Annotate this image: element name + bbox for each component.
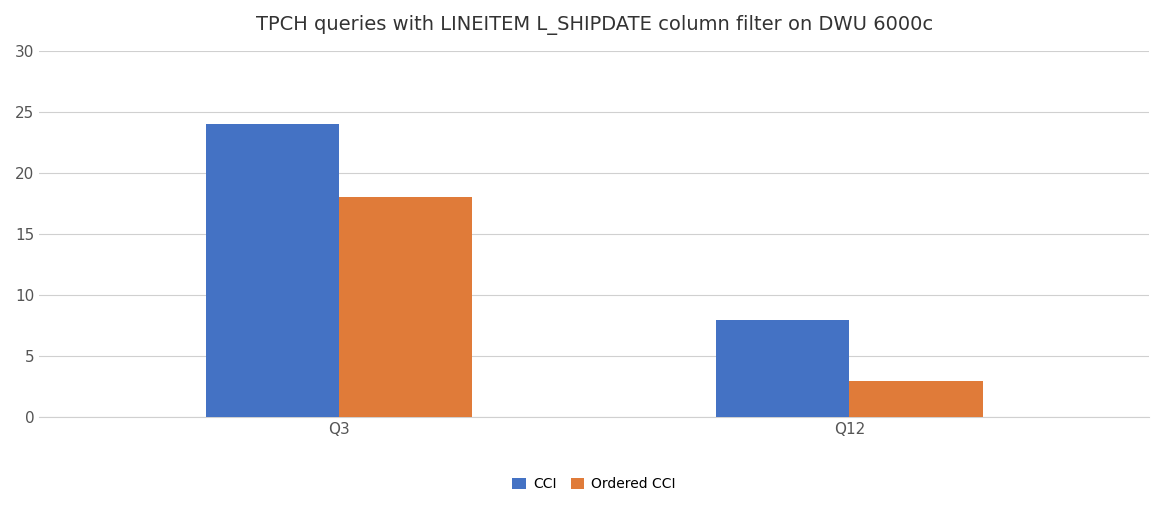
Bar xyxy=(716,319,850,417)
Title: TPCH queries with LINEITEM L_SHIPDATE column filter on DWU 6000c: TPCH queries with LINEITEM L_SHIPDATE co… xyxy=(256,15,932,35)
Bar xyxy=(339,198,473,417)
Legend: CCI, Ordered CCI: CCI, Ordered CCI xyxy=(506,472,681,497)
Bar xyxy=(206,124,339,417)
Bar xyxy=(850,381,982,417)
